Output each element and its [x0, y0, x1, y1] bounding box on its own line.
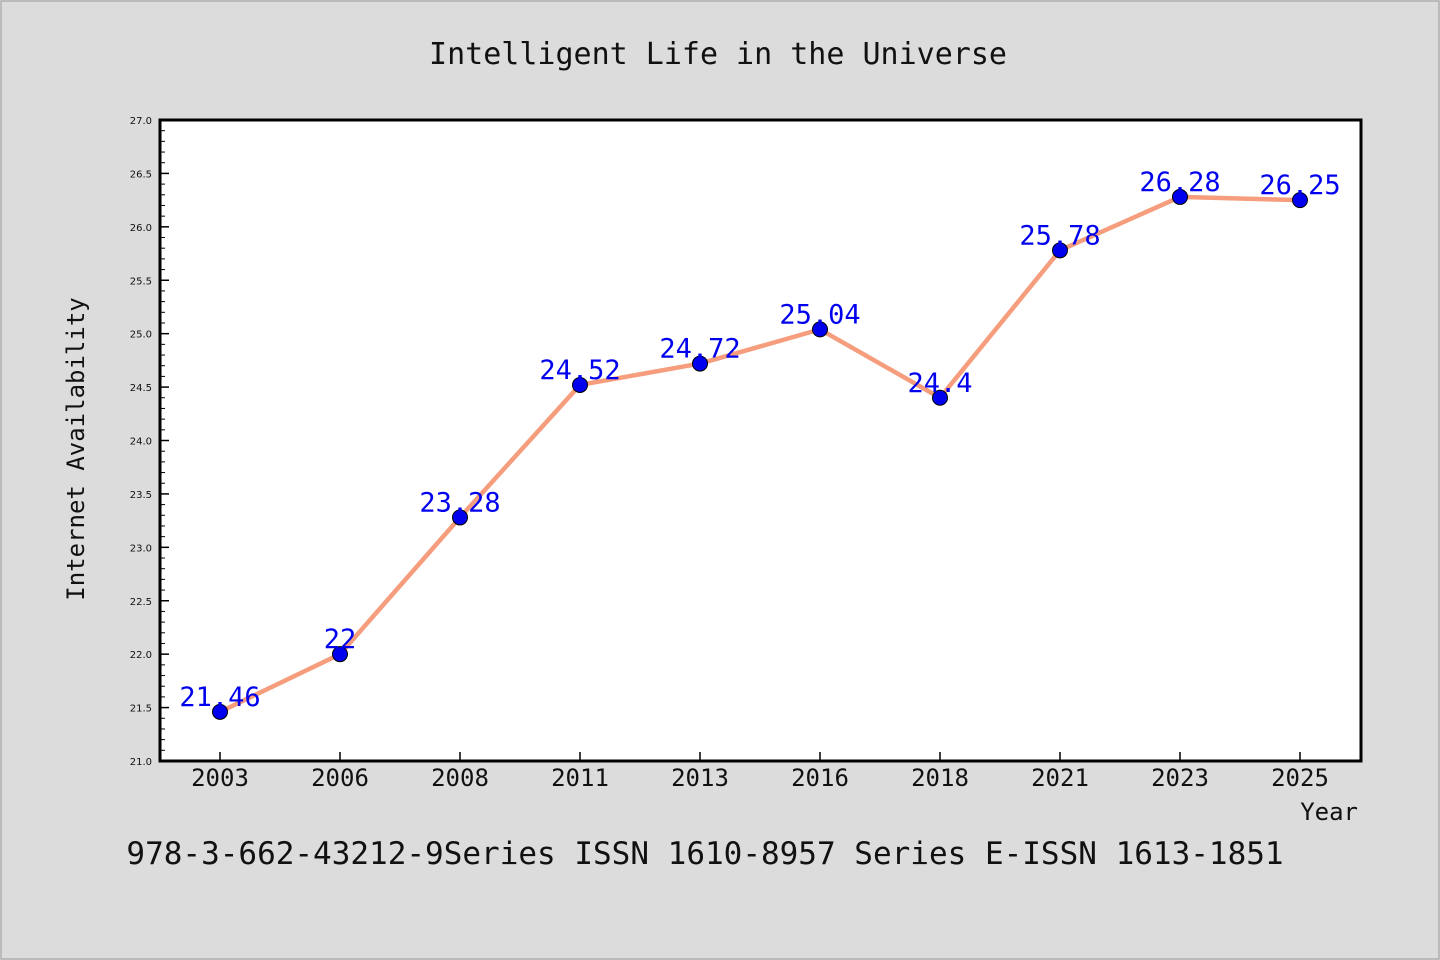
- data-labels: 21.46 22 23.28 24.52 24.72 25.04 24.4 25.78 26.2…: [179, 167, 1340, 713]
- x-tick-label: 2008: [431, 764, 489, 792]
- y-tick-label: 26.5: [130, 169, 152, 180]
- footer-note: 978-3-662-43212-9Series ISSN 1610-8957 S…: [126, 836, 1283, 872]
- x-tick-label: 2006: [311, 764, 369, 792]
- x-tick-label: 2018: [911, 764, 969, 792]
- x-tick-label: 2013: [671, 764, 729, 792]
- y-axis-label: Internet Availability: [62, 297, 90, 600]
- data-point-label: 23.28: [419, 487, 500, 518]
- plot-frame: [158, 118, 1363, 763]
- data-point-label: 26.25: [1259, 170, 1340, 201]
- chart-title: Intelligent Life in the Universe: [429, 37, 1007, 72]
- data-point-marker: [1292, 192, 1308, 209]
- data-point-marker: [452, 509, 468, 526]
- data-point-label: 25.04: [779, 299, 860, 330]
- data-point-label: 22: [324, 624, 357, 655]
- data-point-marker: [812, 321, 828, 338]
- data-point-marker: [932, 389, 948, 406]
- y-tick-label: 23.5: [130, 490, 152, 501]
- y-tick-label: 27.0: [130, 116, 152, 127]
- data-markers: [212, 188, 1308, 720]
- y-tick-label: 24.0: [130, 437, 152, 448]
- plot-area: [160, 120, 1361, 761]
- x-axis-label: Year: [1300, 798, 1358, 826]
- y-tick-label: 22.0: [130, 650, 152, 661]
- y-tick-label: 22.5: [130, 597, 152, 608]
- x-tick-label: 2011: [551, 764, 609, 792]
- y-tick-label: 21.0: [130, 757, 152, 768]
- data-point-marker: [212, 703, 228, 720]
- data-point-marker: [1172, 188, 1188, 205]
- x-tick-label: 2003: [191, 764, 249, 792]
- data-point-label: 26.28: [1139, 167, 1220, 198]
- data-point-marker: [1052, 242, 1068, 259]
- y-tick-label: 25.0: [130, 330, 152, 341]
- y-tick-label: 21.5: [130, 704, 152, 715]
- y-tick-label: 24.5: [130, 383, 152, 394]
- x-tick-label: 2021: [1031, 764, 1089, 792]
- x-tick-label: 2025: [1271, 764, 1329, 792]
- data-point-label: 25.78: [1019, 220, 1100, 251]
- data-point-label: 21.46: [179, 682, 260, 713]
- x-tick-label: 2016: [791, 764, 849, 792]
- data-point-label: 24.72: [659, 334, 740, 365]
- data-point-marker: [692, 355, 708, 372]
- y-tick-label: 23.0: [130, 543, 152, 554]
- series-line: [217, 194, 1303, 715]
- y-tick-label: 26.0: [130, 223, 152, 234]
- data-point-label: 24.4: [907, 368, 972, 399]
- x-tick-label: 2023: [1151, 764, 1209, 792]
- data-point-label: 24.52: [539, 355, 620, 386]
- y-tick-label: 25.5: [130, 276, 152, 287]
- data-point-marker: [572, 376, 588, 393]
- data-point-marker: [332, 646, 348, 663]
